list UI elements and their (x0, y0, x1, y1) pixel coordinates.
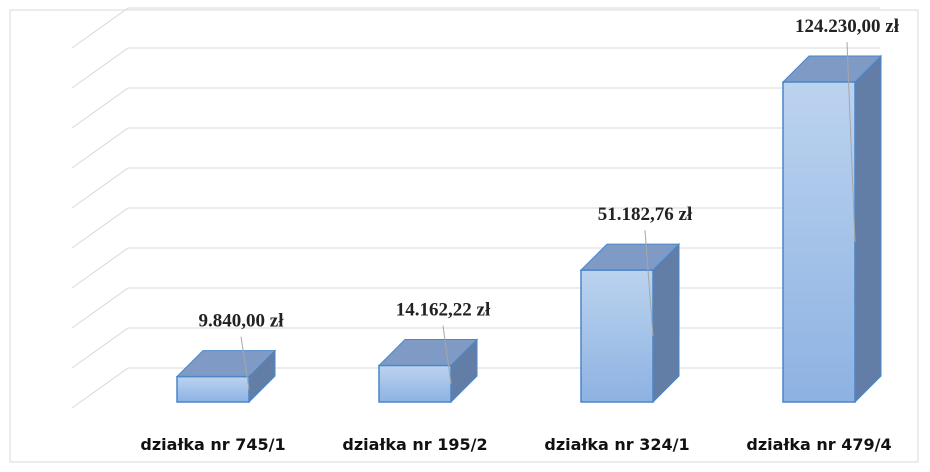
leader-line (644, 230, 654, 337)
value-label: 9.840,00 zł (199, 311, 285, 332)
x-tick-label: działka nr 324/1 (544, 435, 689, 454)
grid-line (71, 127, 880, 169)
x-tick-label: działka nr 195/2 (342, 435, 487, 454)
leader-line (442, 325, 452, 384)
x-tick-label: działka nr 479/4 (746, 435, 891, 454)
value-label: 124.230,00 zł (795, 16, 900, 37)
bar (378, 364, 452, 403)
grid-line (71, 87, 880, 129)
value-label: 51.182,76 zł (598, 204, 693, 225)
bar (782, 81, 856, 403)
grid-line (71, 207, 880, 249)
bar-side (854, 54, 882, 404)
x-tick-label: działka nr 745/1 (140, 435, 285, 454)
plot-area: 9.840,00 zł działka nr 745/1 14.162,22 zł d… (71, 7, 900, 454)
value-label: 14.162,22 zł (396, 300, 491, 321)
chart-frame (9, 9, 919, 463)
bar (580, 269, 654, 403)
leader-line (240, 336, 250, 390)
bar-side (652, 242, 680, 404)
grid-line (71, 47, 880, 89)
bar (176, 375, 250, 403)
grid-line (71, 167, 880, 209)
grid-line (71, 7, 880, 49)
leader-line (846, 41, 856, 243)
